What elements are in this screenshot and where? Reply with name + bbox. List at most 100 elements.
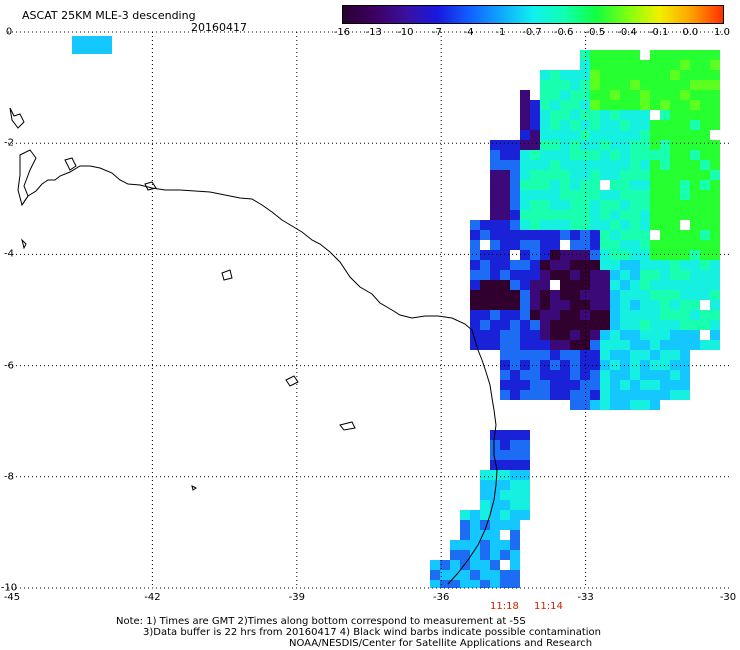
data-cell	[570, 220, 580, 230]
data-cell	[660, 210, 670, 220]
data-cell	[480, 290, 490, 300]
data-cell	[530, 230, 540, 240]
data-cell	[520, 510, 530, 520]
data-cell	[590, 180, 600, 190]
data-cell	[640, 300, 650, 310]
data-cell	[560, 120, 570, 130]
data-cell	[540, 70, 550, 80]
data-cell	[610, 120, 620, 130]
data-cell	[680, 310, 690, 320]
data-cell	[550, 340, 560, 350]
data-cell	[560, 100, 570, 110]
data-cell	[640, 100, 650, 110]
data-cell	[510, 460, 520, 470]
data-cell	[560, 350, 570, 360]
data-cell	[500, 460, 510, 470]
data-cell	[530, 140, 540, 150]
data-cell	[610, 250, 620, 260]
data-cell	[510, 430, 520, 440]
data-cell	[710, 50, 720, 60]
data-cell	[670, 310, 680, 320]
data-cell	[600, 170, 610, 180]
data-cell	[570, 390, 580, 400]
data-cell	[670, 270, 680, 280]
data-cell	[650, 370, 660, 380]
data-cell	[560, 190, 570, 200]
data-cell	[600, 280, 610, 290]
data-cell	[570, 310, 580, 320]
data-cell	[490, 580, 500, 588]
data-cell	[650, 180, 660, 190]
data-cell	[630, 110, 640, 120]
data-cell	[670, 340, 680, 350]
data-cell	[560, 70, 570, 80]
data-cell	[610, 350, 620, 360]
data-cell	[580, 60, 590, 70]
data-cell	[600, 90, 610, 100]
data-cell	[710, 280, 720, 290]
data-cell	[500, 370, 510, 380]
data-cell	[520, 330, 530, 340]
data-cell	[550, 370, 560, 380]
data-cell	[670, 380, 680, 390]
data-cell	[700, 120, 710, 130]
data-cell	[660, 310, 670, 320]
note-line-2: 3)Data buffer is 22 hrs from 20160417 4)…	[143, 627, 601, 638]
data-cell	[490, 520, 500, 530]
data-cell	[480, 310, 490, 320]
data-cell	[640, 70, 650, 80]
data-cell	[660, 150, 670, 160]
data-cell	[670, 260, 680, 270]
data-cell	[600, 320, 610, 330]
data-cell	[600, 150, 610, 160]
data-cell	[690, 190, 700, 200]
data-cell	[710, 60, 720, 70]
data-cell	[520, 490, 530, 500]
data-cell	[580, 270, 590, 280]
data-cell	[650, 80, 660, 90]
data-cell	[500, 390, 510, 400]
data-cell	[520, 340, 530, 350]
data-cell	[640, 260, 650, 270]
data-cell	[490, 500, 500, 510]
data-cell	[700, 200, 710, 210]
data-cell	[540, 160, 550, 170]
data-cell	[590, 310, 600, 320]
data-cell	[520, 300, 530, 310]
data-cell	[570, 370, 580, 380]
data-cell	[500, 470, 510, 480]
data-cell	[570, 100, 580, 110]
data-cell	[580, 300, 590, 310]
data-cell	[500, 360, 510, 370]
data-cell	[620, 150, 630, 160]
data-cell	[650, 280, 660, 290]
data-cell	[560, 370, 570, 380]
data-cell	[620, 70, 630, 80]
data-cell	[510, 190, 520, 200]
data-cell	[460, 510, 470, 520]
data-cell	[500, 540, 510, 550]
data-cell	[590, 190, 600, 200]
data-cell	[520, 250, 530, 260]
data-cell	[650, 310, 660, 320]
data-cell	[620, 300, 630, 310]
data-cell	[490, 470, 500, 480]
data-cell	[500, 430, 510, 440]
data-cell	[710, 180, 720, 190]
data-cell	[500, 550, 510, 560]
data-cell	[530, 350, 540, 360]
data-cell	[500, 380, 510, 390]
data-cell	[650, 240, 660, 250]
data-cell	[580, 80, 590, 90]
data-cell	[490, 160, 500, 170]
data-cell	[450, 580, 460, 588]
data-cell	[620, 130, 630, 140]
data-cell	[620, 50, 630, 60]
data-cell	[580, 400, 590, 410]
data-cell	[640, 290, 650, 300]
data-cell	[430, 580, 440, 588]
data-cell	[630, 140, 640, 150]
data-cell	[510, 330, 520, 340]
data-cell	[540, 100, 550, 110]
data-cell	[550, 220, 560, 230]
